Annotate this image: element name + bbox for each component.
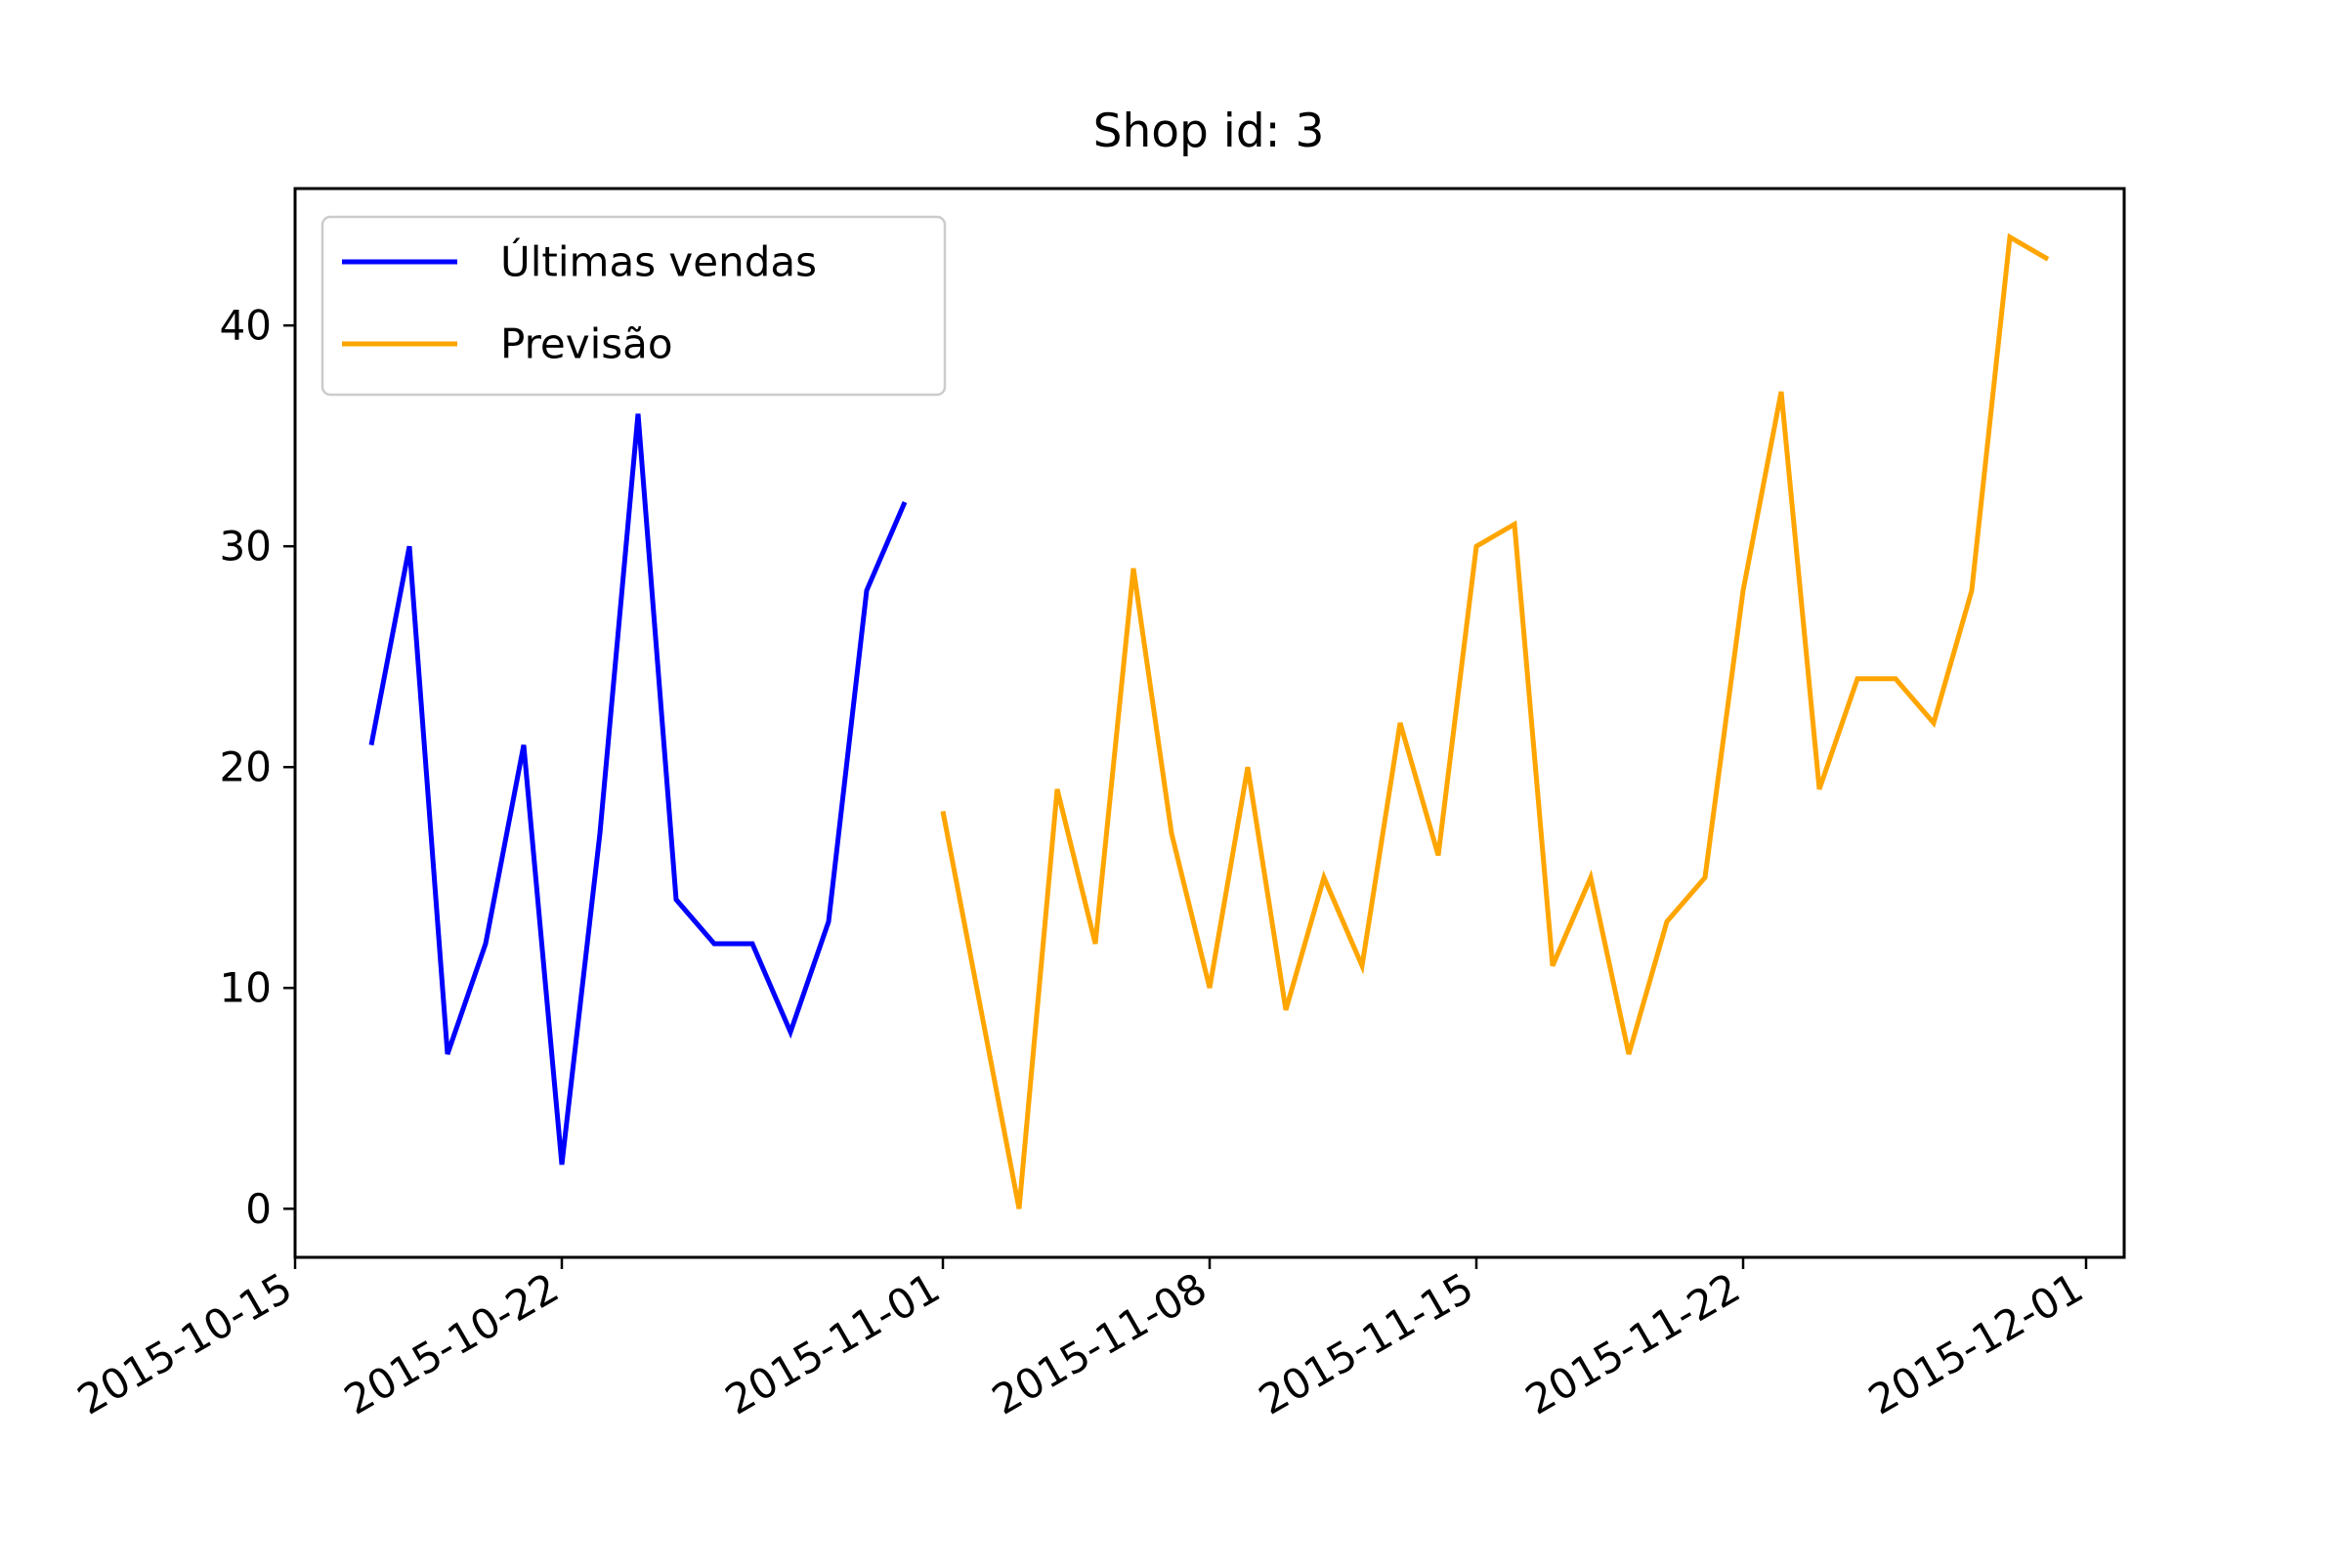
plot-layer bbox=[368, 233, 2050, 1209]
y-tick-label: 10 bbox=[220, 964, 272, 1012]
y-tick-label: 40 bbox=[220, 302, 272, 350]
y-tick-label: 30 bbox=[220, 523, 272, 571]
y-tick-label: 20 bbox=[220, 743, 272, 791]
legend-label-2: Previsão bbox=[500, 320, 673, 368]
chart-title: Shop id: 3 bbox=[1093, 105, 1325, 158]
series-line-1 bbox=[368, 413, 908, 1165]
y-tick-label: 0 bbox=[245, 1185, 272, 1233]
series-line-2 bbox=[940, 233, 2050, 1209]
legend-label-1: Últimas vendas bbox=[500, 237, 817, 286]
legend-box bbox=[320, 215, 947, 397]
legend: Últimas vendas Previsão bbox=[320, 215, 947, 397]
